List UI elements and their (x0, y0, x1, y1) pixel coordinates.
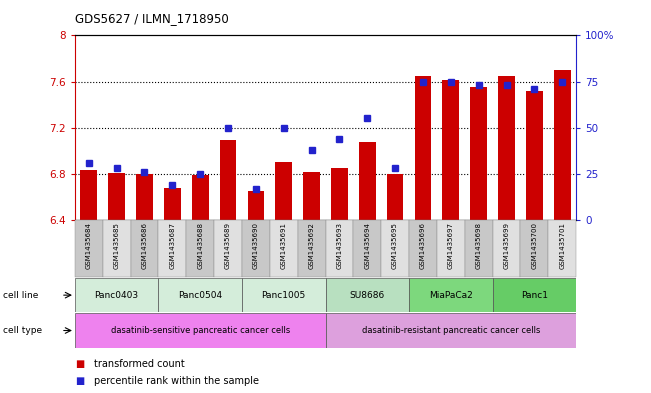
Bar (554, 70, 570, 220)
Bar (247, 191, 264, 220)
Bar (108, 173, 125, 220)
Text: GSM1435686: GSM1435686 (141, 222, 148, 269)
Bar (526, 91, 543, 220)
Bar (326, 220, 353, 277)
Text: GSM1435690: GSM1435690 (253, 222, 259, 269)
Bar (136, 174, 153, 220)
Bar (75, 278, 158, 312)
Text: percentile rank within the sample: percentile rank within the sample (94, 376, 259, 386)
Bar (443, 81, 459, 220)
Text: GSM1435699: GSM1435699 (503, 222, 510, 269)
Bar (75, 313, 326, 348)
Bar (158, 220, 186, 277)
Bar (303, 172, 320, 220)
Text: GSM1435694: GSM1435694 (365, 222, 370, 269)
Bar (242, 278, 326, 312)
Bar (242, 220, 270, 277)
Bar (493, 220, 520, 277)
Bar (548, 220, 576, 277)
Bar (219, 140, 236, 220)
Bar (409, 220, 437, 277)
Bar (409, 278, 493, 312)
Text: GSM1435693: GSM1435693 (337, 222, 342, 269)
Bar (415, 76, 432, 220)
Bar (493, 278, 576, 312)
Text: Panc1005: Panc1005 (262, 291, 306, 299)
Bar (326, 313, 576, 348)
Bar (437, 220, 465, 277)
Bar (387, 174, 404, 220)
Text: Panc0504: Panc0504 (178, 291, 222, 299)
Text: GSM1435696: GSM1435696 (420, 222, 426, 269)
Bar (275, 162, 292, 220)
Bar (214, 220, 242, 277)
Text: GSM1435700: GSM1435700 (531, 222, 537, 269)
Text: GSM1435697: GSM1435697 (448, 222, 454, 269)
Bar (270, 220, 298, 277)
Bar (326, 278, 409, 312)
Text: GSM1435695: GSM1435695 (392, 222, 398, 269)
Text: transformed count: transformed count (94, 358, 185, 369)
Bar (75, 220, 103, 277)
Bar (353, 220, 381, 277)
Text: GSM1435684: GSM1435684 (86, 222, 92, 269)
Bar (359, 141, 376, 220)
Text: MiaPaCa2: MiaPaCa2 (429, 291, 473, 299)
Bar (381, 220, 409, 277)
Text: GSM1435698: GSM1435698 (476, 222, 482, 269)
Bar (164, 188, 181, 220)
Text: SU8686: SU8686 (350, 291, 385, 299)
Text: GSM1435689: GSM1435689 (225, 222, 231, 269)
Text: GSM1435701: GSM1435701 (559, 222, 565, 269)
Text: GDS5627 / ILMN_1718950: GDS5627 / ILMN_1718950 (75, 12, 229, 25)
Text: ■: ■ (75, 376, 84, 386)
Text: GSM1435691: GSM1435691 (281, 222, 286, 269)
Text: ■: ■ (75, 358, 84, 369)
Bar (298, 220, 326, 277)
Text: GSM1435688: GSM1435688 (197, 222, 203, 269)
Text: dasatinib-resistant pancreatic cancer cells: dasatinib-resistant pancreatic cancer ce… (361, 326, 540, 335)
Text: dasatinib-sensitive pancreatic cancer cells: dasatinib-sensitive pancreatic cancer ce… (111, 326, 290, 335)
Bar (158, 278, 242, 312)
Bar (498, 76, 515, 220)
Text: cell type: cell type (3, 326, 42, 335)
Text: Panc0403: Panc0403 (94, 291, 139, 299)
Bar (192, 175, 208, 220)
Text: cell line: cell line (3, 291, 38, 299)
Bar (81, 171, 97, 220)
Bar (186, 220, 214, 277)
Text: GSM1435692: GSM1435692 (309, 222, 314, 269)
Bar (465, 220, 493, 277)
Bar (520, 220, 548, 277)
Bar (331, 168, 348, 220)
Bar (470, 87, 487, 220)
Text: Panc1: Panc1 (521, 291, 548, 299)
Bar (103, 220, 131, 277)
Text: GSM1435685: GSM1435685 (114, 222, 120, 269)
Text: GSM1435687: GSM1435687 (169, 222, 175, 269)
Bar (131, 220, 158, 277)
